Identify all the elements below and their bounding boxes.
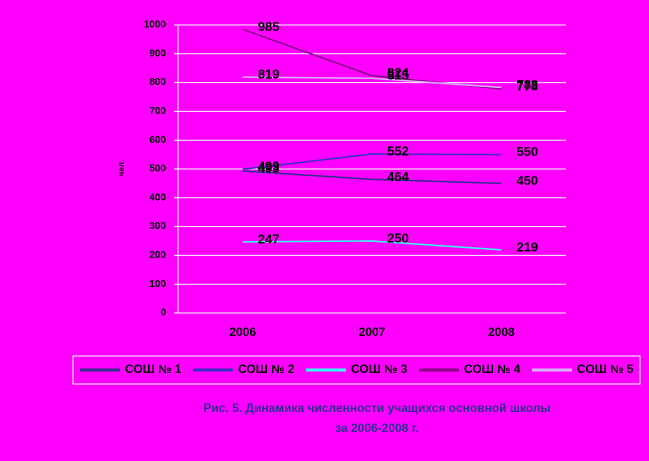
data-label: 783 xyxy=(516,77,538,92)
data-label: 493 xyxy=(258,160,280,175)
data-label: 778 xyxy=(516,78,538,93)
x-tick-label: 2006 xyxy=(229,325,256,339)
y-tick-label: 1000 xyxy=(144,20,167,31)
caption: за 2006-2008 г. xyxy=(335,421,419,435)
x-tick-label: 2008 xyxy=(488,325,515,339)
series-line xyxy=(242,240,502,251)
data-label: 550 xyxy=(516,144,538,159)
y-tick-label: 0 xyxy=(160,308,166,319)
caption: Рис. 5. Динамика численности учащихся ос… xyxy=(203,401,550,415)
y-tick-label: 900 xyxy=(149,48,166,59)
y-tick-label: 300 xyxy=(149,221,166,232)
legend-label: СОШ № 1 xyxy=(125,362,182,376)
series-line xyxy=(242,170,502,185)
legend-label: СОШ № 2 xyxy=(238,362,295,376)
y-tick-label: 400 xyxy=(149,192,166,203)
series-line xyxy=(242,76,502,89)
data-label: 819 xyxy=(258,67,280,82)
x-tick-label: 2007 xyxy=(359,325,386,339)
data-label: 219 xyxy=(516,239,538,254)
legend-box xyxy=(72,355,641,385)
series-line xyxy=(242,153,502,171)
data-label: 499 xyxy=(258,159,280,174)
data-label: 250 xyxy=(387,230,409,245)
data-label: 815 xyxy=(387,68,409,83)
legend-label: СОШ № 5 xyxy=(577,362,634,376)
data-label: 985 xyxy=(258,19,280,34)
data-label: 552 xyxy=(387,143,409,158)
legend-label: СОШ № 3 xyxy=(351,362,408,376)
y-tick-label: 500 xyxy=(149,164,166,175)
y-axis-label: чел. xyxy=(117,160,126,176)
legend-label: СОШ № 4 xyxy=(464,362,521,376)
y-tick-label: 100 xyxy=(149,279,166,290)
data-label: 824 xyxy=(387,65,409,80)
data-label: 450 xyxy=(516,173,538,188)
y-tick-label: 200 xyxy=(149,250,166,261)
data-label: 247 xyxy=(258,231,280,246)
y-tick-label: 800 xyxy=(149,77,166,88)
data-label: 464 xyxy=(387,169,409,184)
y-tick-label: 600 xyxy=(149,135,166,146)
y-tick-label: 700 xyxy=(149,106,166,117)
